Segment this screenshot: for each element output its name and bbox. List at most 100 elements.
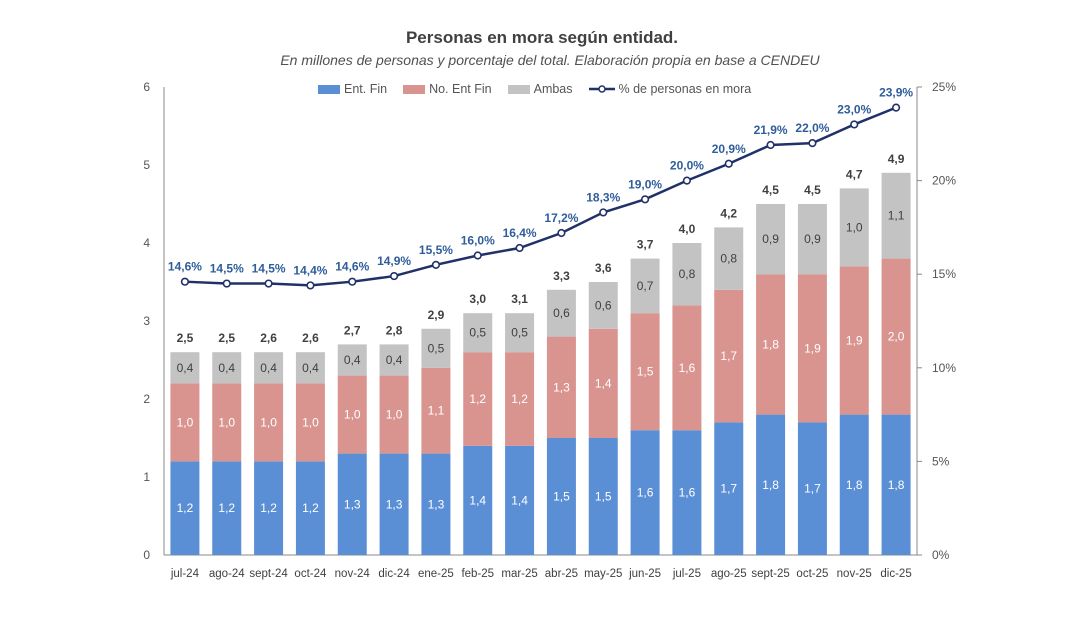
total-label: 3,6 <box>595 261 612 275</box>
legend-swatch <box>318 84 340 94</box>
bar-ent-fin <box>254 461 284 555</box>
bar-value-label: 1,2 <box>218 501 235 515</box>
bar-value-label: 0,6 <box>553 306 570 320</box>
bar-value-label: 0,6 <box>595 298 612 312</box>
legend-line-marker <box>588 85 615 93</box>
y2-tick-label: 10% <box>932 361 956 375</box>
bar-no-ent-fin <box>254 383 284 462</box>
total-label: 2,7 <box>344 323 361 337</box>
pct-label: 21,9% <box>754 123 788 137</box>
bar-ent-fin <box>881 414 911 555</box>
bar-ambas <box>254 352 284 384</box>
bar-value-label: 0,8 <box>679 267 696 281</box>
bar-no-ent-fin <box>881 258 911 415</box>
x-tick-label: may-25 <box>584 568 622 580</box>
bar-value-label: 1,3 <box>344 497 361 511</box>
bar-ent-fin <box>170 461 200 555</box>
bar-value-label: 1,3 <box>428 497 445 511</box>
bar-value-label: 1,4 <box>595 376 612 390</box>
bar-no-ent-fin <box>379 375 409 454</box>
bar-no-ent-fin <box>714 289 744 423</box>
y-tick-label: 3 <box>143 314 150 328</box>
bar-ambas <box>714 227 744 290</box>
bar-value-label: 1,3 <box>386 497 403 511</box>
bar-ent-fin <box>463 445 493 555</box>
bar-value-label: 0,7 <box>637 279 654 293</box>
bar-value-label: 1,8 <box>762 478 779 492</box>
bar-ambas <box>295 352 325 384</box>
pct-point <box>515 243 524 253</box>
x-tick-label: jul-25 <box>672 568 701 580</box>
x-tick-label: nov-25 <box>837 568 872 580</box>
bar-no-ent-fin <box>839 266 869 415</box>
chart-title: Personas en mora según entidad. <box>405 28 679 47</box>
bar-no-ent-fin <box>505 352 535 446</box>
bar-ambas <box>379 344 409 376</box>
bar-value-label: 1,8 <box>762 337 779 351</box>
bar-no-ent-fin <box>463 352 493 446</box>
y2-tick-label: 5% <box>932 454 950 468</box>
total-label: 4,5 <box>762 183 779 197</box>
legend-label: % de personas en mora <box>618 82 752 96</box>
bar-value-label: 1,6 <box>679 361 696 375</box>
x-tick-label: abr-25 <box>545 568 578 580</box>
pct-point <box>891 103 901 112</box>
pct-label: 18,3% <box>586 190 620 204</box>
pct-point <box>473 251 482 260</box>
x-tick-label: oct-25 <box>796 568 828 580</box>
bar-value-label: 1,7 <box>720 349 737 363</box>
y2-tick-label: 0% <box>932 548 950 562</box>
pct-label: 14,6% <box>168 260 202 274</box>
bar-ent-fin <box>797 422 827 555</box>
pct-point <box>599 208 608 217</box>
bar-value-label: 1,0 <box>302 415 319 429</box>
bar-value-label: 1,8 <box>888 478 905 492</box>
bar-no-ent-fin <box>212 383 242 462</box>
bar-ent-fin <box>588 438 618 555</box>
legend-item-no-ent-fin: No. Ent Fin <box>403 82 492 96</box>
bar-value-label: 1,2 <box>260 501 277 515</box>
pct-label: 19,0% <box>628 177 662 191</box>
bar-value-label: 1,0 <box>260 415 277 429</box>
total-label: 2,5 <box>177 331 194 345</box>
bar-ent-fin <box>337 453 367 555</box>
bar-no-ent-fin <box>630 313 660 431</box>
bar-value-label: 0,4 <box>344 353 361 367</box>
total-label: 2,8 <box>386 323 403 337</box>
pct-point <box>808 139 817 148</box>
bar-value-label: 1,7 <box>804 482 821 496</box>
bar-value-label: 1,3 <box>553 380 570 394</box>
pct-point <box>557 228 566 238</box>
y-tick-label: 2 <box>143 392 150 406</box>
bar-value-label: 0,4 <box>177 361 194 375</box>
bar-value-label: 1,1 <box>888 209 905 223</box>
legend-label: Ambas <box>533 82 573 96</box>
pct-label: 16,0% <box>461 233 495 247</box>
x-tick-label: oct-24 <box>294 568 327 580</box>
bar-value-label: 0,9 <box>762 232 779 246</box>
bar-value-label: 1,8 <box>846 478 863 492</box>
x-tick-label: ene-25 <box>418 568 454 580</box>
bar-value-label: 1,0 <box>386 408 403 422</box>
pct-label: 23,0% <box>837 102 871 116</box>
x-tick-label: dic-25 <box>880 568 911 580</box>
x-tick-label: sept-25 <box>751 568 789 580</box>
total-label: 4,7 <box>846 167 863 181</box>
legend-label: Ent. Fin <box>344 82 388 96</box>
bar-no-ent-fin <box>295 383 325 462</box>
y-tick-label: 1 <box>143 470 150 484</box>
pct-point <box>724 159 733 168</box>
x-tick-label: jul-24 <box>170 568 200 580</box>
pct-label: 14,4% <box>293 263 327 277</box>
bar-value-label: 0,5 <box>469 326 486 340</box>
bar-no-ent-fin <box>588 328 618 438</box>
y-tick-label: 4 <box>143 236 150 250</box>
bar-value-label: 1,2 <box>177 501 194 515</box>
legend-item-pct: % de personas en mora <box>588 82 752 96</box>
pct-label: 14,6% <box>335 260 369 274</box>
bar-ent-fin <box>546 438 576 555</box>
bar-value-label: 0,5 <box>511 326 528 340</box>
bar-ambas <box>421 328 451 368</box>
total-label: 2,5 <box>218 331 235 345</box>
bar-ambas <box>212 352 242 384</box>
